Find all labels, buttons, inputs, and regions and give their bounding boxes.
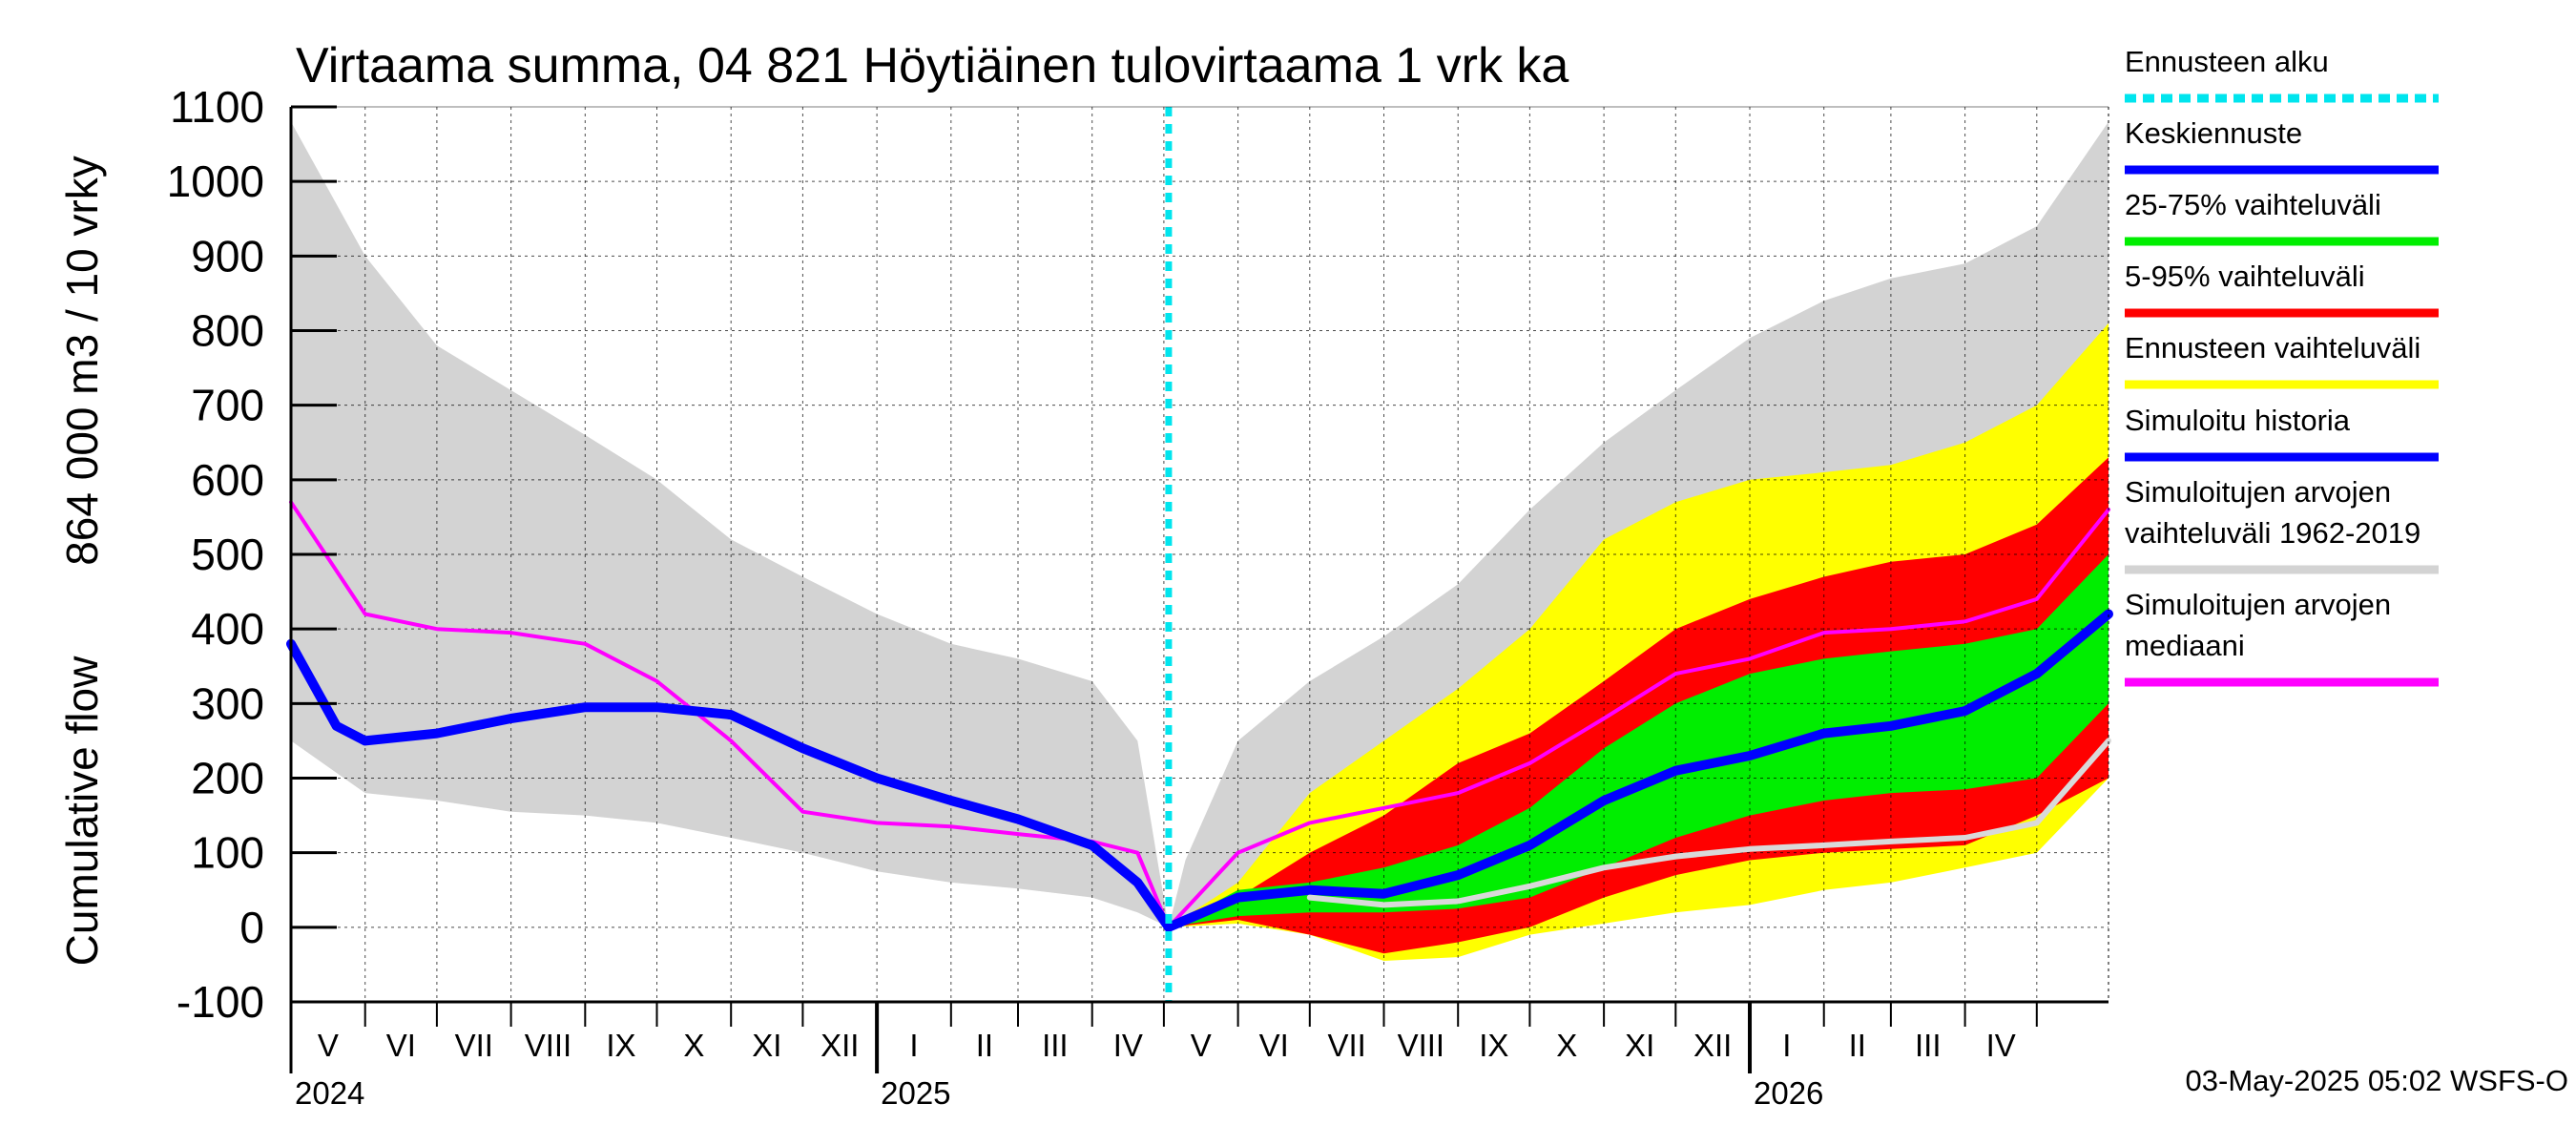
- y-tick-label: 300: [191, 678, 264, 728]
- year-label: 2025: [881, 1075, 950, 1111]
- month-label: VIII: [1398, 1028, 1445, 1063]
- y-tick-label: 600: [191, 455, 264, 505]
- month-label: X: [683, 1028, 704, 1063]
- y-tick-label: 500: [191, 530, 264, 579]
- month-label: XII: [821, 1028, 859, 1063]
- y-tick-label: 800: [191, 306, 264, 356]
- month-label: II: [976, 1028, 993, 1063]
- legend-label: mediaani: [2125, 629, 2245, 662]
- legend-label: 25-75% vaihteluväli: [2125, 188, 2381, 221]
- band-5-95-vaihteluv-li: [1168, 457, 2109, 954]
- month-label: V: [1191, 1028, 1212, 1063]
- y-axis-label-top: 864 000 m3 / 10 vrky: [57, 156, 107, 566]
- y-tick-label: 900: [191, 231, 264, 281]
- legend-label: vaihteluväli 1962-2019: [2125, 516, 2420, 550]
- month-label: VI: [1259, 1028, 1289, 1063]
- y-tick-label: -100: [177, 977, 264, 1027]
- y-tick-label: 100: [191, 828, 264, 878]
- month-label: XI: [752, 1028, 781, 1063]
- legend-label: 5-95% vaihteluväli: [2125, 260, 2365, 293]
- y-tick-label: 400: [191, 604, 264, 654]
- month-label: VI: [386, 1028, 416, 1063]
- month-label: VIII: [525, 1028, 572, 1063]
- month-label: IV: [1113, 1028, 1143, 1063]
- legend-label: Simuloitu historia: [2125, 404, 2351, 437]
- month-label: IV: [1986, 1028, 2016, 1063]
- legend-label: Keskiennuste: [2125, 116, 2302, 150]
- month-label: IX: [1479, 1028, 1508, 1063]
- legend-label: Simuloitujen arvojen: [2125, 475, 2391, 509]
- month-label: XII: [1693, 1028, 1732, 1063]
- month-label: X: [1556, 1028, 1577, 1063]
- timestamp: 03-May-2025 05:02 WSFS-O: [2186, 1064, 2568, 1097]
- month-label: IX: [606, 1028, 635, 1063]
- year-label: 2024: [295, 1075, 364, 1111]
- month-label: III: [1042, 1028, 1069, 1063]
- y-tick-label: 1000: [167, 156, 264, 206]
- y-axis-label-bottom: Cumulative flow: [57, 656, 107, 966]
- legend-label: Ennusteen vaihteluväli: [2125, 331, 2420, 364]
- y-tick-label: 0: [239, 903, 264, 952]
- month-label: VII: [455, 1028, 493, 1063]
- month-label: I: [1782, 1028, 1791, 1063]
- y-tick-label: 1100: [170, 82, 264, 132]
- legend-label: Ennusteen alku: [2125, 45, 2329, 78]
- plot-area: [286, 106, 2113, 1073]
- month-label: I: [909, 1028, 918, 1063]
- legend: Ennusteen alku Keskiennuste 25-75% vaihtel…: [2125, 45, 2439, 687]
- month-label: III: [1915, 1028, 1942, 1063]
- month-label: VII: [1327, 1028, 1365, 1063]
- legend-label: Simuloitujen arvojen: [2125, 588, 2391, 621]
- x-axis: V VI VII VIII IX X XI XII I II III IV V VI VII VIII IX X X…: [290, 1002, 2038, 1111]
- y-tick-label: 700: [191, 381, 264, 430]
- month-label: V: [318, 1028, 339, 1063]
- y-axis: -100 0 100 200 300 400 500 600 700 800 900 1000 1100: [167, 82, 337, 1027]
- forecast-mean-line: [1163, 609, 2113, 932]
- history-line: [286, 638, 1174, 932]
- year-label: 2026: [1754, 1075, 1823, 1111]
- month-label: XI: [1625, 1028, 1654, 1063]
- chart-title: Virtaama summa, 04 821 Höytiäinen tulovi…: [296, 38, 1568, 94]
- band-25-75-vaihteluv-li: [1168, 554, 2109, 927]
- reference-line: [1306, 738, 2111, 908]
- y-tick-label: 200: [191, 754, 264, 803]
- month-label: II: [1849, 1028, 1866, 1063]
